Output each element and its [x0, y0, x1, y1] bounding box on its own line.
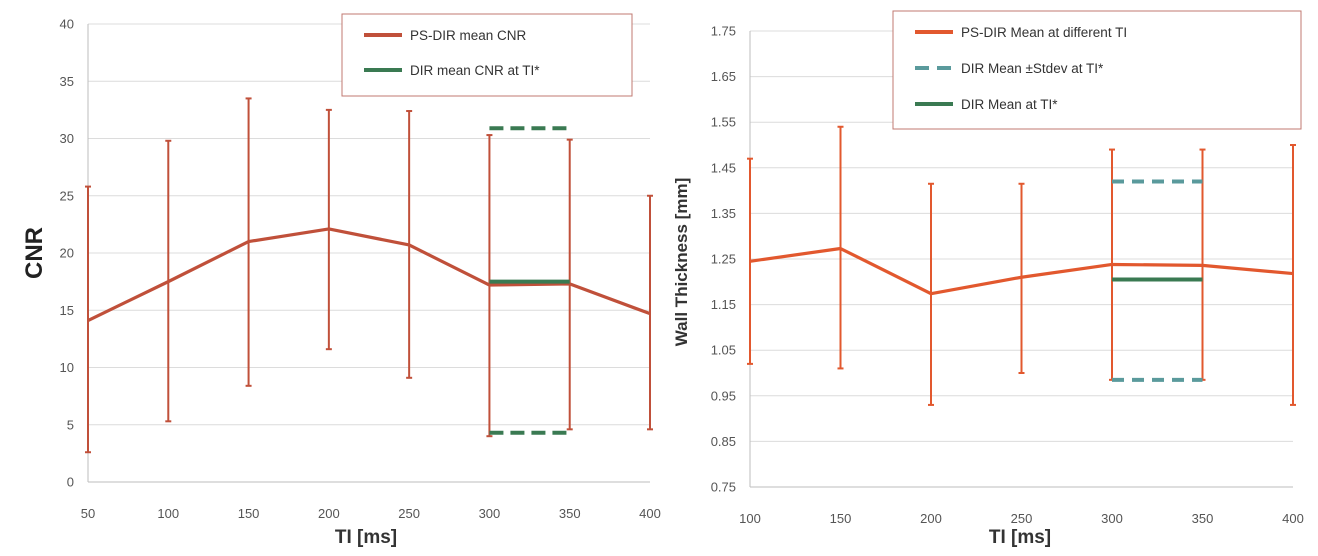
- left-legend-box: [341, 13, 633, 97]
- left-x-tick-label: 100: [157, 506, 179, 521]
- right-y-tick-label: 0.75: [711, 480, 736, 495]
- right-x-tick-label: 200: [920, 511, 942, 526]
- left-y-tick-label: 20: [60, 246, 74, 261]
- right-y-tick-label: 1.75: [711, 24, 736, 39]
- left-chart-legend: PS-DIR mean CNR DIR mean CNR at TI*: [341, 13, 633, 97]
- right-legend-label: DIR Mean at TI*: [961, 97, 1058, 112]
- right-legend-label: DIR Mean ±Stdev at TI*: [961, 61, 1104, 76]
- left-y-tick-label: 15: [60, 303, 74, 318]
- right-y-tick-label: 0.85: [711, 434, 736, 449]
- left-y-tick-label: 0: [67, 475, 74, 490]
- right-legend-box: [892, 10, 1302, 130]
- right-y-tick-label: 1.65: [711, 69, 736, 84]
- right-series-line-1-0: [749, 246, 1294, 296]
- left-x-tick-label: 200: [318, 506, 340, 521]
- right-y-tick-label: 1.35: [711, 206, 736, 221]
- right-chart-y-axis-label: Wall Thickness [mm]: [672, 178, 691, 346]
- left-y-tick-label: 10: [60, 360, 74, 375]
- left-x-tick-label: 150: [238, 506, 260, 521]
- left-y-tick-label: 40: [60, 17, 74, 32]
- right-x-tick-label: 350: [1192, 511, 1214, 526]
- right-x-tick-label: 150: [830, 511, 852, 526]
- left-legend-label: DIR mean CNR at TI*: [410, 63, 540, 78]
- left-chart-x-axis-label: TI [ms]: [335, 527, 397, 548]
- left-chart-tick-labels: 0 5 10 15 20 25 30 35 40 50 100 150 200 250 300 350 400: [60, 17, 661, 522]
- left-x-tick-label: 400: [639, 506, 661, 521]
- right-chart-legend: PS-DIR Mean at different TI DIR Mean ±Std…: [892, 10, 1302, 130]
- right-x-tick-label: 100: [739, 511, 761, 526]
- right-x-tick-label: 250: [1011, 511, 1033, 526]
- left-y-tick-label: 35: [60, 74, 74, 89]
- left-chart-y-axis-label: CNR: [21, 227, 48, 279]
- left-legend-label: PS-DIR mean CNR: [410, 28, 527, 43]
- left-y-tick-label: 25: [60, 188, 74, 203]
- right-x-tick-label: 400: [1282, 511, 1304, 526]
- right-y-tick-label: 1.05: [711, 343, 736, 358]
- right-chart-x-axis-label: TI [ms]: [989, 527, 1051, 548]
- left-chart-marks: [85, 97, 653, 454]
- right-chart-marks: [747, 125, 1296, 406]
- right-y-tick-label: 1.45: [711, 160, 736, 175]
- right-y-tick-label: 0.95: [711, 388, 736, 403]
- right-chart-tick-labels: 0.75 0.85 0.95 1.05 1.15 1.25 1.35 1.45 1.55 1.65…: [711, 24, 1304, 527]
- left-x-tick-label: 350: [559, 506, 581, 521]
- left-x-tick-label: 250: [398, 506, 420, 521]
- left-series-line-0-0: [87, 227, 651, 322]
- right-y-tick-label: 1.15: [711, 297, 736, 312]
- left-x-tick-label: 50: [81, 506, 95, 521]
- right-x-tick-label: 300: [1101, 511, 1123, 526]
- right-legend-label: PS-DIR Mean at different TI: [961, 25, 1127, 40]
- right-y-tick-label: 1.55: [711, 115, 736, 130]
- right-y-tick-label: 1.25: [711, 252, 736, 267]
- left-x-tick-label: 300: [479, 506, 501, 521]
- left-y-tick-label: 5: [67, 417, 74, 432]
- left-y-tick-label: 30: [60, 131, 74, 146]
